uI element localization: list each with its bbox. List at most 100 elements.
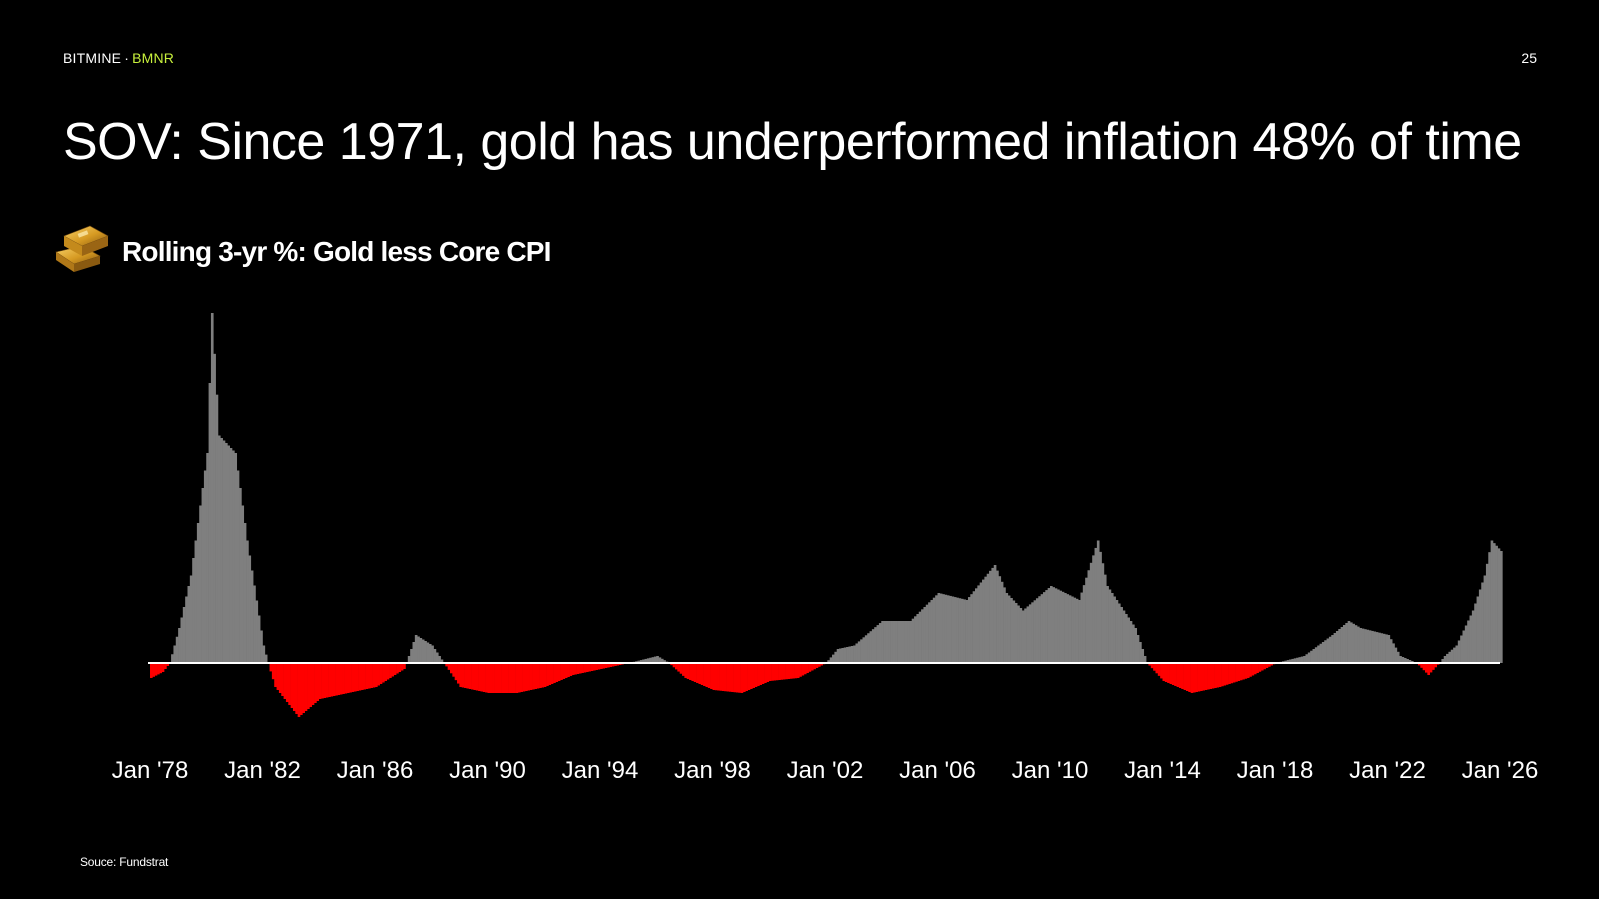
bar-positive (1132, 624, 1135, 663)
bar-negative (794, 663, 798, 679)
bar-positive (1143, 656, 1147, 663)
bar-negative (447, 663, 451, 670)
bar-positive (1057, 589, 1060, 663)
bar-positive (1031, 602, 1034, 663)
bar-negative (501, 663, 505, 693)
bar-negative (590, 663, 594, 671)
bar-negative (367, 663, 371, 689)
x-tick-label: Jan '10 (1012, 757, 1089, 784)
bar-positive (1478, 589, 1482, 663)
bar-positive (1364, 629, 1367, 663)
bar-positive (1448, 651, 1452, 663)
bar-negative (285, 663, 289, 702)
bar-negative (1150, 663, 1154, 669)
bar-positive (1338, 629, 1341, 663)
bar-negative (304, 663, 308, 711)
bar-positive (918, 611, 922, 663)
bar-positive (1378, 632, 1381, 663)
bar-positive (836, 649, 840, 663)
bar-negative (1251, 663, 1255, 676)
bar-positive (225, 443, 228, 663)
bar-positive (217, 435, 221, 663)
bar-positive (996, 570, 999, 663)
bar-negative (1232, 663, 1236, 683)
bar-positive (930, 600, 934, 663)
bar-positive (1333, 633, 1337, 663)
bar-negative (281, 663, 284, 696)
bar-negative (152, 663, 155, 677)
bar-negative (384, 663, 388, 681)
bar-negative (1249, 663, 1252, 677)
bar-positive (1354, 625, 1358, 663)
bar-negative (1235, 663, 1238, 682)
bar-positive (1392, 643, 1395, 663)
bar-negative (712, 663, 716, 690)
bar-positive (229, 448, 233, 663)
bar-negative (750, 663, 753, 689)
bar-positive (829, 657, 833, 663)
bar-positive (253, 585, 256, 663)
bar-positive (1340, 627, 1344, 663)
bar-positive (993, 565, 997, 663)
bar-positive (967, 597, 971, 663)
bar-negative (159, 663, 163, 674)
bar-positive (1331, 635, 1334, 663)
bar-positive (874, 627, 877, 664)
bar-positive (1455, 645, 1459, 663)
bar-positive (937, 593, 941, 663)
bar-negative (377, 663, 380, 686)
bar-negative (382, 663, 385, 683)
bar-positive (1495, 545, 1498, 663)
bar-positive (1024, 608, 1027, 663)
bar-negative (314, 663, 317, 703)
bar-negative (813, 663, 816, 670)
bar-negative (1263, 663, 1266, 670)
bar-negative (1260, 663, 1264, 671)
bar-positive (928, 602, 931, 663)
bar-positive (428, 644, 432, 663)
bar-negative (492, 663, 495, 693)
bar-negative (311, 663, 315, 705)
bar-negative (1200, 663, 1203, 691)
bar-positive (419, 638, 423, 663)
bar-negative (789, 663, 793, 679)
bar-negative (360, 663, 364, 690)
bar-chart: Jan '78 Jan '82 Jan '86 Jan '90 Jan '94 Jan '… (112, 313, 1539, 784)
x-tick-label: Jan '82 (224, 757, 301, 784)
bar-negative (543, 663, 547, 687)
bar-positive (175, 636, 179, 663)
bar-negative (288, 663, 291, 705)
bar-negative (609, 663, 613, 667)
bar-positive (1375, 632, 1379, 663)
bar-negative (358, 663, 362, 691)
bar-negative (370, 663, 373, 688)
bar-positive (942, 594, 945, 663)
bar-positive (180, 617, 184, 663)
bar-positive (653, 656, 657, 663)
bar-negative (764, 663, 767, 683)
bar-positive (1368, 630, 1372, 663)
bar-positive (656, 656, 659, 663)
bar-negative (1197, 663, 1201, 692)
bar-positive (909, 621, 913, 663)
bar-positive (871, 629, 875, 663)
bar-negative (375, 663, 378, 687)
x-tick-label: Jan '26 (1462, 757, 1539, 784)
bar-positive (1467, 620, 1470, 663)
bar-positive (1038, 596, 1041, 663)
bar-positive (907, 621, 910, 663)
bar-positive (1110, 593, 1114, 663)
bar-positive (827, 660, 830, 663)
bar-negative (754, 663, 758, 687)
bar-negative (529, 663, 533, 690)
bar-positive (1122, 610, 1126, 663)
bar-negative (292, 663, 296, 711)
bar-positive (1357, 626, 1360, 663)
bar-negative (581, 663, 584, 673)
bar-negative (316, 663, 320, 701)
bar-negative (1434, 663, 1438, 668)
bar-negative (506, 663, 509, 693)
bar-positive (881, 621, 884, 663)
bar-positive (878, 623, 882, 663)
bar-positive (660, 658, 664, 663)
